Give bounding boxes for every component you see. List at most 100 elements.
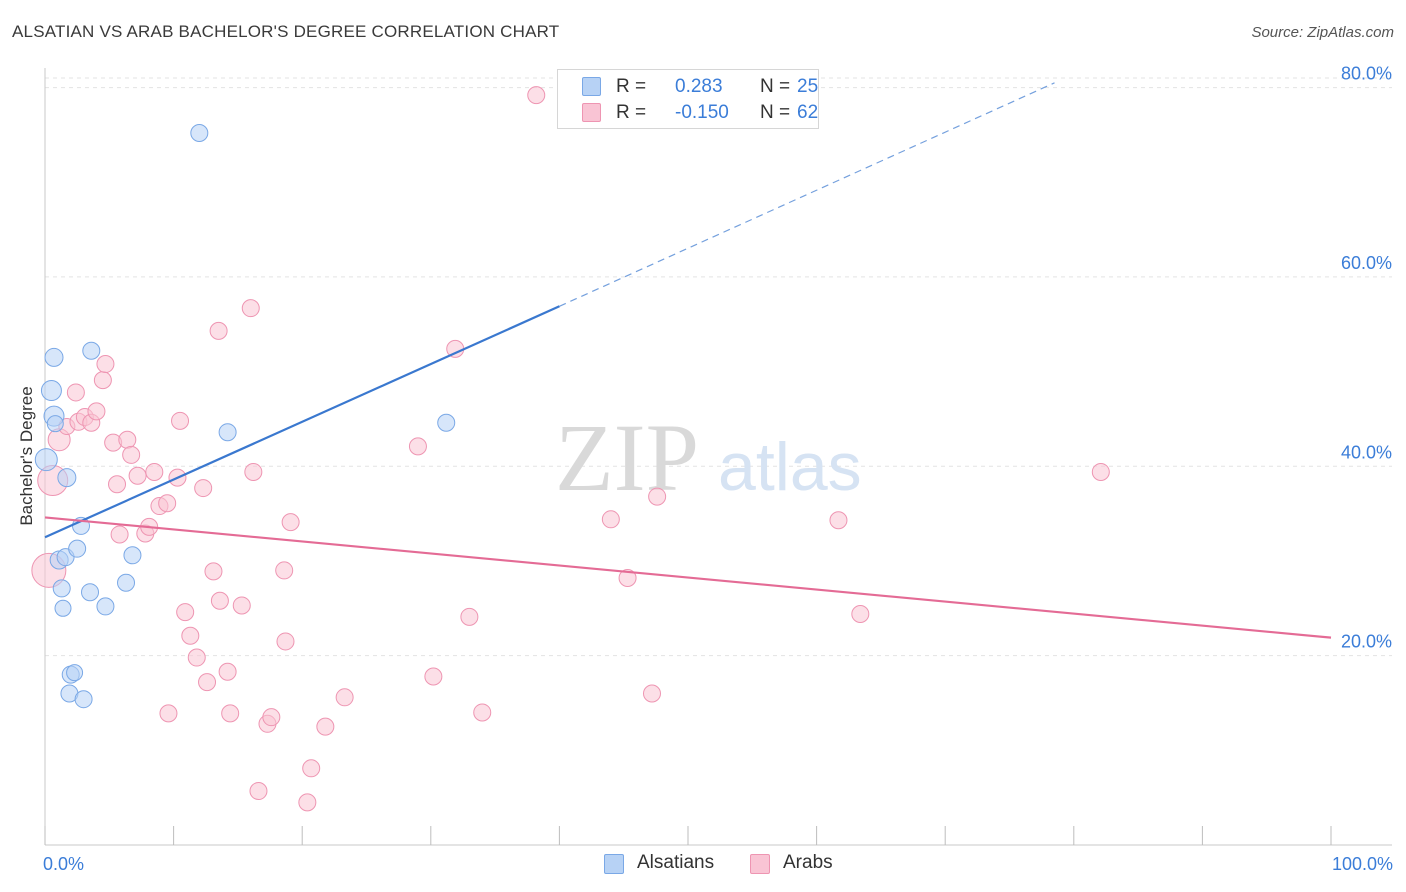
data-point-arabs [276, 632, 295, 651]
data-point-arabs [249, 782, 268, 801]
points-layer [31, 86, 1110, 812]
data-point-arabs [460, 607, 479, 626]
data-point-arabs [244, 462, 263, 481]
data-point-alsatians [54, 599, 72, 617]
data-point-arabs [198, 673, 217, 692]
data-point-arabs [210, 591, 229, 610]
data-point-arabs [851, 604, 870, 623]
data-point-arabs [187, 648, 206, 667]
data-point-arabs [281, 513, 300, 532]
chart-title: ALSATIAN VS ARAB BACHELOR'S DEGREE CORRE… [12, 22, 560, 41]
data-point-arabs [316, 717, 335, 736]
correlation-legend: R = 0.283 N = 25 R = -0.150 N = 62 [557, 69, 819, 129]
trend-line-alsatians [44, 305, 560, 539]
data-point-arabs [829, 511, 848, 530]
y-tick-label: 20.0% [1341, 632, 1392, 652]
data-point-alsatians [44, 347, 64, 367]
trend-layer [44, 82, 1332, 639]
data-point-alsatians [34, 448, 58, 472]
data-point-arabs [122, 445, 141, 464]
data-point-alsatians [40, 380, 62, 402]
bottom-legend-swatch-alsatians [604, 854, 624, 874]
data-point-arabs [218, 662, 237, 681]
data-point-arabs [298, 793, 317, 812]
x-tick-label: 100.0% [1332, 854, 1393, 874]
data-point-alsatians [218, 423, 237, 442]
data-point-arabs [601, 510, 620, 529]
legend-n-value: 62 [797, 102, 819, 123]
trend-line-arabs [44, 516, 1332, 639]
data-point-arabs [128, 466, 147, 485]
data-point-arabs [181, 626, 200, 645]
data-point-arabs [108, 475, 127, 494]
data-point-arabs [302, 759, 321, 778]
legend-n-label: N = [760, 76, 791, 97]
trend-extension-alsatians [559, 82, 1055, 307]
data-point-arabs [87, 402, 106, 421]
data-point-arabs [648, 487, 667, 506]
y-tick-label: 80.0% [1341, 64, 1392, 84]
grid-layer [45, 77, 1392, 657]
bottom-legend-swatch-arabs [750, 854, 770, 874]
legend-swatch-arabs [582, 103, 601, 122]
legend-swatch-alsatians [582, 77, 601, 96]
data-point-alsatians [57, 468, 77, 488]
data-point-arabs [408, 437, 427, 456]
data-point-arabs [335, 688, 354, 707]
data-point-alsatians [82, 341, 101, 360]
data-point-arabs [262, 708, 281, 727]
legend-r-label: R = [616, 76, 647, 97]
data-point-arabs [232, 596, 251, 615]
data-point-alsatians [81, 583, 100, 602]
data-point-arabs [118, 430, 137, 449]
data-point-arabs [171, 411, 190, 430]
legend-r-value: 0.283 [675, 76, 723, 97]
data-point-alsatians [68, 539, 87, 558]
axis-layer: 20.0% 40.0% 60.0% 80.0% 0.0% 100.0% [43, 64, 1393, 874]
data-point-arabs [96, 355, 115, 374]
y-axis-label: Bachelor's Degree [17, 386, 36, 525]
data-point-alsatians [96, 597, 115, 616]
data-point-arabs [275, 561, 294, 580]
legend-r-label: R = [616, 102, 647, 123]
data-point-alsatians [190, 124, 209, 143]
watermark-atlas: atlas [718, 429, 862, 505]
legend-n-value: 25 [797, 76, 819, 97]
source-label: Source: ZipAtlas.com [1251, 24, 1394, 41]
data-point-arabs [159, 704, 178, 723]
data-point-arabs [241, 299, 260, 318]
y-tick-label: 60.0% [1341, 253, 1392, 273]
data-point-arabs [473, 703, 492, 722]
data-point-arabs [66, 383, 85, 402]
data-point-arabs [618, 569, 637, 588]
data-point-arabs [93, 371, 112, 390]
data-point-arabs [110, 525, 129, 544]
data-point-arabs [424, 667, 443, 686]
data-point-alsatians [74, 690, 93, 709]
data-point-arabs [527, 86, 546, 105]
data-point-arabs [642, 684, 661, 703]
data-point-arabs [204, 562, 223, 581]
data-point-arabs [158, 494, 177, 513]
data-point-arabs [176, 603, 195, 622]
data-point-arabs [1091, 462, 1110, 481]
data-point-arabs [221, 704, 240, 723]
x-tick-label: 0.0% [43, 854, 84, 874]
data-point-alsatians [117, 573, 136, 592]
watermark-zip: ZIP [555, 404, 699, 511]
data-point-alsatians [46, 415, 64, 433]
data-point-arabs [145, 462, 164, 481]
data-point-alsatians [66, 664, 84, 682]
legend-r-value: -0.150 [675, 102, 729, 123]
data-point-alsatians [437, 413, 456, 432]
data-point-arabs [194, 479, 213, 498]
data-point-arabs [209, 321, 228, 340]
data-point-alsatians [52, 579, 71, 598]
bottom-legend-label-alsatians: Alsatians [637, 852, 715, 873]
y-tick-label: 40.0% [1341, 442, 1392, 462]
watermark: ZIP atlas [555, 404, 862, 511]
data-point-alsatians [123, 546, 142, 565]
legend-n-label: N = [760, 102, 791, 123]
bottom-legend-label-arabs: Arabs [783, 852, 833, 873]
